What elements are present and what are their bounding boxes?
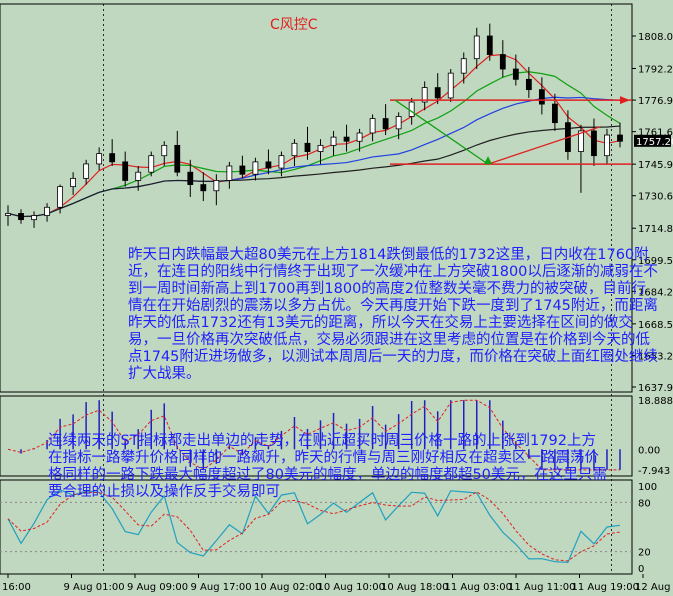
main-panel bbox=[0, 3, 633, 393]
candle-body bbox=[551, 103, 558, 124]
candle-body bbox=[5, 213, 11, 216]
time-tick-label: 9 Aug 17:00 bbox=[191, 582, 252, 593]
candle-body bbox=[512, 68, 519, 80]
annotation-lower: 连续两天的ST指标都走出单边的走势，在贴近超买时周三价格一路的上涨到1792上方… bbox=[48, 433, 607, 500]
candle-body bbox=[239, 165, 246, 175]
candle-body bbox=[434, 87, 441, 99]
time-tick-label: 10 Aug 02:00 bbox=[254, 582, 321, 593]
trend-line-red bbox=[487, 126, 601, 165]
candle-body bbox=[148, 155, 155, 173]
candle-body bbox=[408, 101, 415, 117]
annotation-main: 昨天日内跌幅最大超80美元在上方1814跌倒最低的1732这里，日内收在1760… bbox=[128, 247, 658, 382]
candle-body bbox=[265, 161, 272, 169]
candle-body bbox=[617, 134, 623, 142]
stoch-tick-label: 0 bbox=[638, 564, 644, 575]
time-tick-label: 11 Aug 03:00 bbox=[445, 582, 512, 593]
candle-body bbox=[252, 161, 259, 175]
price-tick-label: 1730.60 bbox=[638, 192, 673, 203]
current-price-box bbox=[634, 134, 671, 147]
candle-body bbox=[304, 142, 311, 152]
candle-body bbox=[499, 54, 506, 70]
candle-body bbox=[356, 132, 363, 142]
candle-body bbox=[447, 72, 454, 99]
candle-body bbox=[70, 177, 77, 188]
candle-body bbox=[31, 215, 37, 221]
time-tick-label: 12 Aug 04:00 bbox=[635, 582, 673, 593]
price-tick-label: 1637.90 bbox=[638, 383, 673, 394]
candle-body bbox=[369, 118, 376, 134]
candle-body bbox=[161, 144, 168, 157]
candle-body bbox=[226, 165, 233, 181]
macd-tick-label: -7.943 bbox=[638, 466, 670, 477]
candle-body bbox=[473, 35, 480, 60]
macd-tick-label: 0.00 bbox=[638, 445, 660, 456]
candle-body bbox=[96, 153, 103, 165]
price-tick-label: 1745.90 bbox=[638, 160, 673, 171]
price-tick-label: 1776.95 bbox=[638, 96, 673, 107]
macd-tick-label: 18.888 bbox=[638, 396, 673, 407]
time-tick-label: 11 Aug 11:00 bbox=[508, 582, 575, 593]
current-price-label: 1757.20 bbox=[636, 137, 673, 148]
trend-line-green bbox=[394, 99, 489, 165]
price-tick-label: 1714.85 bbox=[638, 224, 673, 235]
time-tick-label: 11 Aug 19:00 bbox=[572, 582, 639, 593]
ma-long-line bbox=[7, 125, 621, 218]
candle-body bbox=[395, 116, 402, 130]
price-tick-label: 1808.00 bbox=[638, 32, 673, 43]
price-tick-label: 1668.50 bbox=[638, 320, 673, 331]
candle-body bbox=[591, 130, 597, 157]
candle-body bbox=[382, 118, 389, 130]
candle-body bbox=[578, 130, 584, 152]
candle-body bbox=[213, 180, 220, 192]
candle-body bbox=[57, 186, 63, 208]
arrow-right-marker bbox=[620, 96, 630, 105]
candle-body bbox=[44, 206, 50, 216]
candle-body bbox=[291, 142, 298, 157]
candle-body bbox=[200, 184, 207, 192]
candle-body bbox=[18, 213, 24, 221]
stoch-k-line bbox=[7, 489, 621, 563]
time-tick-label: 10 Aug 18:00 bbox=[381, 582, 448, 593]
price-tick-label: 1699.55 bbox=[638, 256, 673, 267]
candle-body bbox=[83, 163, 90, 179]
candle-body bbox=[122, 161, 129, 181]
candle-body bbox=[460, 58, 467, 74]
candle-body bbox=[109, 153, 116, 163]
chart-title: C风控C bbox=[270, 17, 318, 33]
price-tick-label: 1761.65 bbox=[638, 128, 673, 139]
candle-body bbox=[330, 136, 337, 146]
price-tick-label: 1653.20 bbox=[638, 351, 673, 362]
candle-body bbox=[538, 89, 545, 105]
candle-body bbox=[135, 171, 142, 181]
candle-body bbox=[604, 134, 610, 157]
ma-fast-line bbox=[7, 53, 621, 218]
candle-body bbox=[421, 87, 428, 103]
candle-body bbox=[174, 144, 181, 173]
macd-signal-line bbox=[7, 399, 620, 471]
stoch-panel bbox=[0, 479, 633, 575]
price-tick-label: 1792.25 bbox=[638, 65, 673, 76]
candle-body bbox=[187, 171, 194, 185]
candle-body bbox=[525, 78, 532, 91]
stoch-tick-label: 100 bbox=[638, 482, 657, 493]
stoch-tick-label: 20 bbox=[638, 548, 651, 559]
time-tick-label: 9 Aug 09:00 bbox=[127, 582, 188, 593]
candle-body bbox=[317, 144, 324, 152]
arrow-up-marker bbox=[484, 156, 492, 165]
candle-body bbox=[278, 155, 285, 169]
candle-body bbox=[343, 136, 350, 142]
macd-panel bbox=[0, 395, 633, 477]
stoch-tick-label: 80 bbox=[638, 498, 651, 509]
time-tick-label: 9 Aug 01:00 bbox=[64, 582, 125, 593]
price-tick-label: 1684.25 bbox=[638, 287, 673, 298]
stoch-d-line bbox=[7, 491, 621, 562]
time-tick-label: 16:00 bbox=[2, 582, 31, 593]
candle-body bbox=[486, 35, 493, 55]
time-tick-label: 10 Aug 10:00 bbox=[318, 582, 385, 593]
